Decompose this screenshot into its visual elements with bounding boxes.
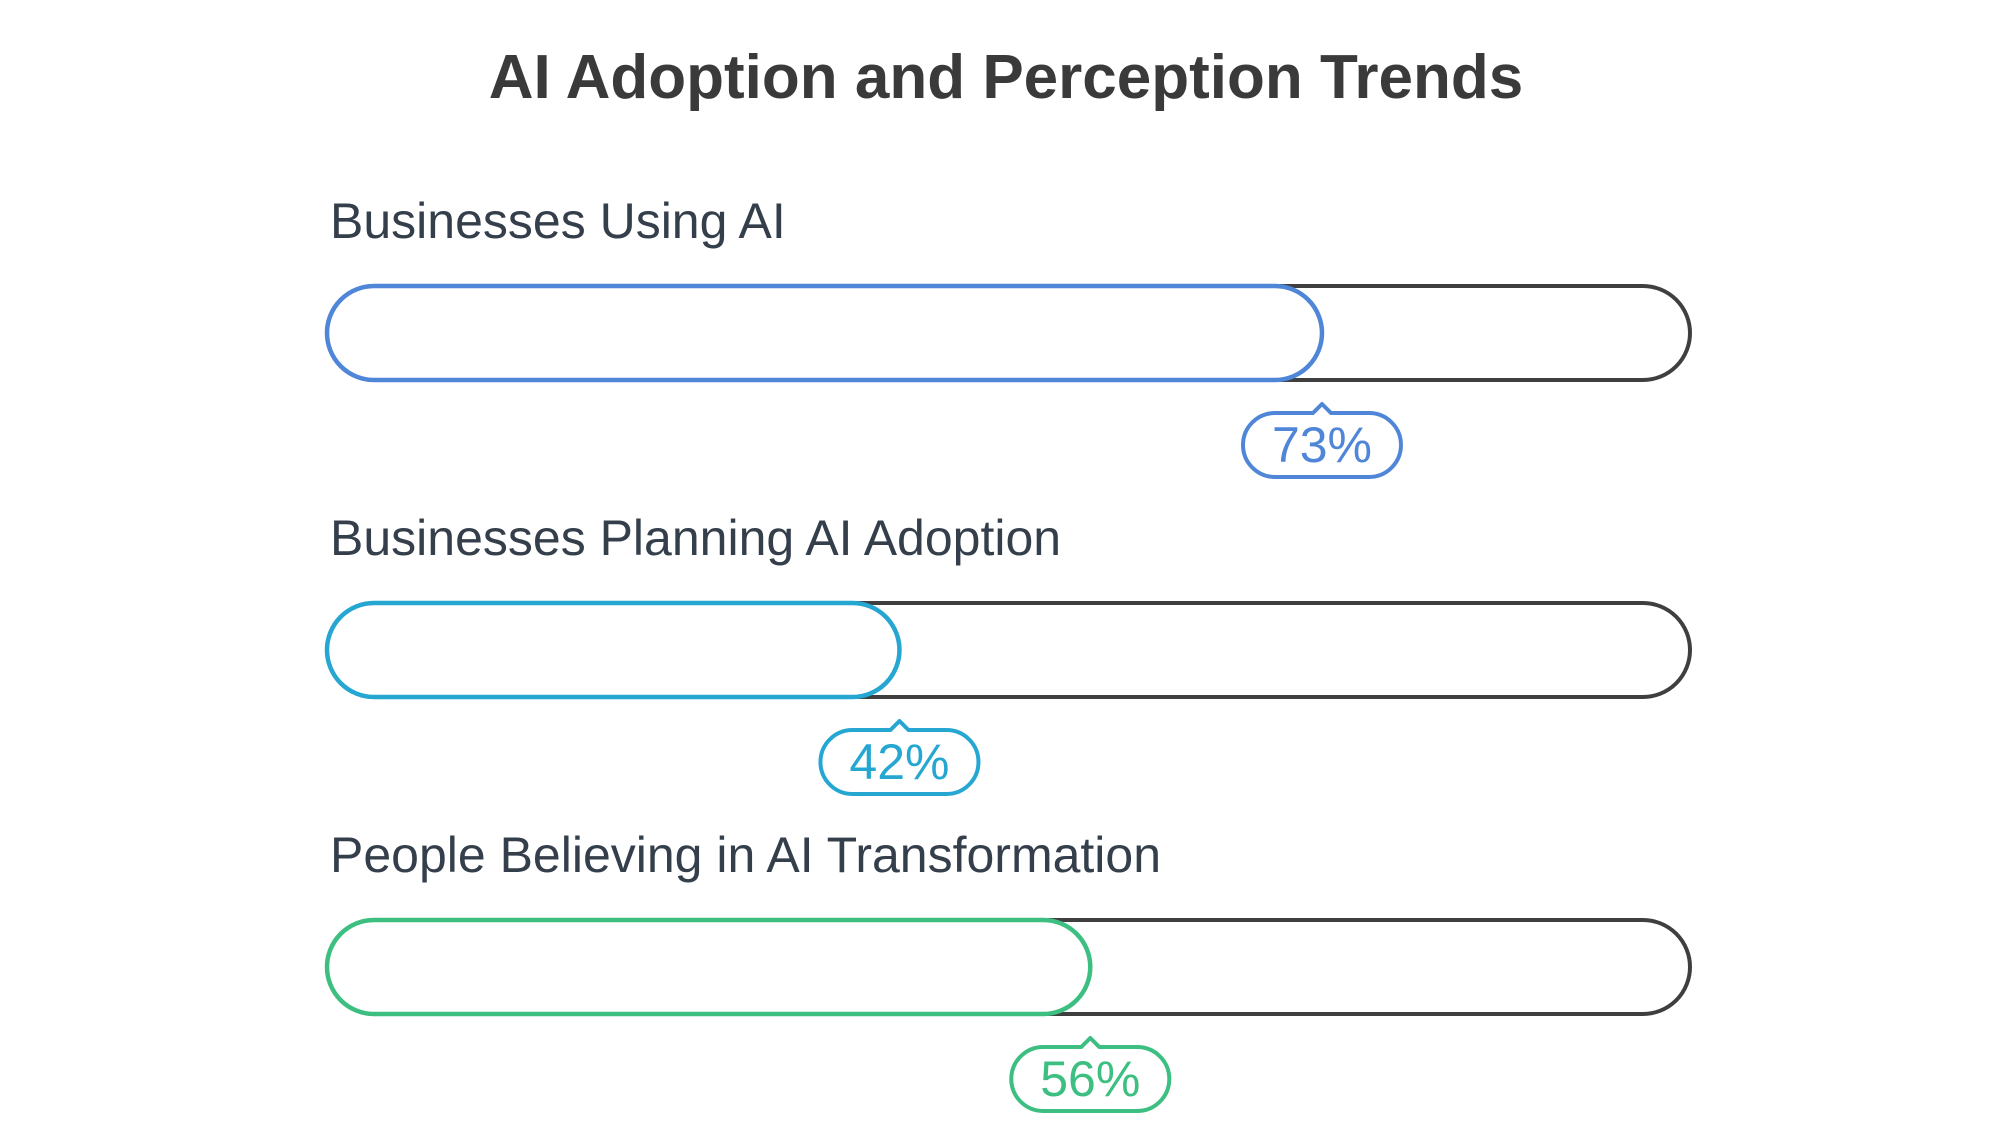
value-callout-1 <box>818 719 981 796</box>
bar-label-2: People Believing in AI Transformation <box>330 827 1161 883</box>
value-callout-2 <box>1009 1036 1172 1113</box>
bars-group: Businesses Using AI 73% Businesses Plannin… <box>324 193 1692 1113</box>
bar-label-1: Businesses Planning AI Adoption <box>330 510 1061 566</box>
bar-fill-0 <box>324 283 1325 383</box>
value-label-0: 73% <box>1272 417 1372 473</box>
bar-label-0: Businesses Using AI <box>330 193 786 249</box>
value-callout-0 <box>1240 402 1403 479</box>
chart-title: AI Adoption and Perception Trends <box>489 43 1524 112</box>
value-label-1: 42% <box>849 734 949 790</box>
value-label-2: 56% <box>1040 1051 1140 1107</box>
bar-fill-1 <box>324 600 902 700</box>
bar-fill-2 <box>324 917 1093 1017</box>
